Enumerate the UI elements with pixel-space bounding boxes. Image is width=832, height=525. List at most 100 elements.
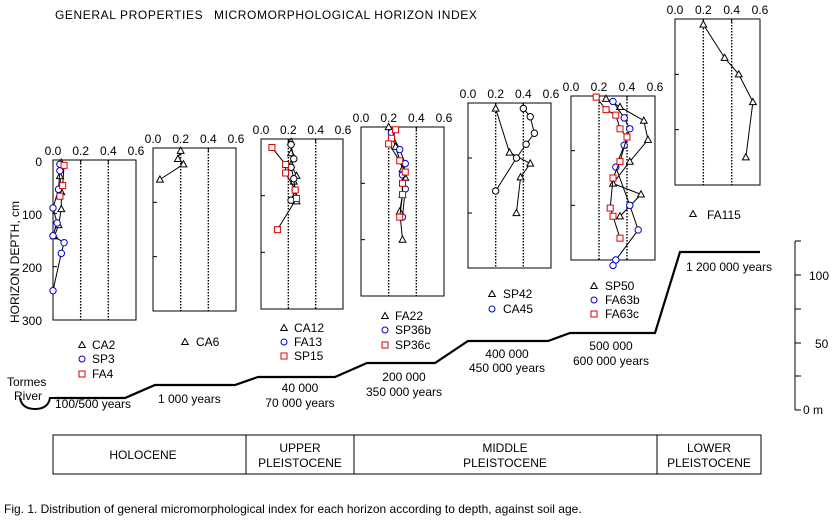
- legend-triangle-marker: [180, 337, 190, 345]
- panel-frame: [260, 138, 344, 310]
- data-point-CA45: [522, 140, 530, 148]
- legend-triangle-marker: [77, 340, 87, 348]
- legend-label: CA6: [196, 335, 220, 349]
- legend-square-marker: [280, 352, 288, 360]
- data-point-FA115: [741, 152, 751, 161]
- x-tick-label: 0.4: [200, 132, 217, 146]
- x-tick-label: 0.4: [307, 123, 324, 137]
- series-line-FA115: [702, 24, 754, 158]
- x-tick-label: 0.0: [563, 80, 580, 94]
- x-tick-label: 0.0: [145, 132, 162, 146]
- x-tick-label: 0.0: [460, 87, 477, 101]
- data-point-CA45: [526, 113, 534, 121]
- period-upper-line-2: PLEISTOCENE: [258, 456, 342, 470]
- data-point-SP3: [49, 232, 57, 240]
- legend-triangle-marker: [380, 311, 390, 319]
- data-point-FA115: [734, 69, 743, 78]
- chart-panel-5: 0.0 0.2 0.4 0.6: [460, 87, 560, 269]
- legend-panel-6: SP50 FA63b FA63c: [605, 279, 640, 321]
- legend-label: FA63c: [605, 307, 639, 321]
- chart-panel-7: 0.0 0.2 0.4 0.6: [667, 3, 769, 186]
- legend-label: FA63b: [605, 293, 640, 307]
- data-point-FA22: [384, 122, 393, 131]
- data-point-SP3: [53, 219, 61, 227]
- x-tick-label: 0.2: [172, 132, 189, 146]
- caption: Fig. 1. Distribution of general micromor…: [4, 502, 582, 516]
- x-tick-label: 0.2: [72, 144, 89, 158]
- legend-circle-marker: [381, 326, 389, 334]
- legend-triangle-marker: [688, 209, 698, 217]
- legend-label: SP3: [92, 352, 115, 366]
- period-upper-line-1: UPPER: [279, 441, 321, 455]
- data-point-FA63b: [609, 97, 617, 106]
- data-point-SP42: [491, 103, 500, 112]
- age-label-3b: 70 000 years: [265, 396, 334, 410]
- data-point-FA63c: [612, 111, 620, 119]
- data-point-CA6: [155, 174, 165, 183]
- legend-triangle-marker: [589, 281, 599, 289]
- data-point-SP36c: [387, 134, 395, 142]
- x-tick-label: 0.0: [667, 3, 684, 17]
- legend-label: SP50: [605, 279, 635, 293]
- data-point-FA63c: [609, 174, 617, 182]
- chart-panel-2: 0.0 0.2 0.4 0.6: [145, 132, 245, 312]
- legend-square-marker: [590, 310, 598, 318]
- legend-markers: [77, 209, 698, 378]
- legend-circle-marker: [590, 296, 598, 304]
- data-point-FA63c: [592, 93, 600, 101]
- data-point-SP42: [526, 158, 535, 167]
- x-tick-label: 0.2: [695, 3, 712, 17]
- elevation-tick-label: 100: [809, 269, 829, 283]
- data-point-FA13: [290, 155, 298, 163]
- data-point-SP50: [615, 211, 625, 220]
- river-channel: [19, 397, 55, 411]
- data-point-SP42: [512, 208, 521, 217]
- data-point-SP50: [639, 115, 649, 124]
- data-point-SP42: [516, 172, 525, 181]
- y-tick-label: 100: [22, 208, 42, 222]
- data-point-FA115: [748, 97, 758, 106]
- legend-label: SP36b: [395, 323, 431, 337]
- data-point-FA13: [290, 174, 298, 183]
- series-line-FA63c: [595, 96, 628, 239]
- x-tick-label: 0.6: [647, 80, 664, 94]
- chart-panel-4: 0.0 0.2 0.4 0.6: [353, 111, 453, 297]
- terrace-profile: [55, 250, 760, 400]
- series-line-CA45: [495, 108, 535, 192]
- age-label-7: 1 200 000 years: [686, 260, 772, 274]
- data-point-SP50: [643, 135, 653, 143]
- data-point-FA13: [287, 140, 295, 149]
- legend-circle-marker: [280, 338, 288, 346]
- data-point-SP50: [625, 156, 635, 165]
- x-tick-label: 0.6: [436, 111, 453, 125]
- x-tick-label: 0.4: [619, 80, 636, 94]
- elevation-tick-label: 50: [815, 337, 829, 351]
- x-tick-label: 0.2: [280, 123, 297, 137]
- chart-panel-6: 0.0 0.2 0.4 0.6: [563, 80, 664, 270]
- y-tick-label: 300: [22, 314, 42, 328]
- data-point-FA63c: [623, 133, 631, 141]
- data-point-SP15: [293, 195, 301, 202]
- data-point-FA63b: [620, 114, 628, 122]
- data-point-SP36c: [392, 126, 400, 134]
- legend-label: FA4: [92, 367, 114, 381]
- period-middle-line-2: PLEISTOCENE: [463, 456, 547, 470]
- age-label-2: 1 000 years: [158, 392, 221, 406]
- data-point-FA4: [60, 161, 68, 169]
- data-point-FA63c: [609, 212, 617, 220]
- series-line-SP50: [605, 98, 649, 217]
- data-point-SP15: [291, 186, 299, 194]
- legend-circle-marker: [488, 305, 496, 313]
- data-point-FA22: [398, 235, 407, 243]
- legend-label: SP42: [503, 287, 533, 301]
- period-lower-line-2: PLEISTOCENE: [667, 456, 751, 470]
- data-point-FA63b: [634, 226, 642, 234]
- legend-label: FA22: [395, 309, 423, 323]
- x-tick-label: 0.0: [253, 123, 270, 137]
- chart-panel-1: 0.0 0.2 0.4 0.6: [45, 144, 145, 321]
- age-label-6a: 500 000: [589, 339, 633, 353]
- data-point-SP3: [49, 204, 57, 212]
- age-label-1: 100/500 years: [55, 397, 131, 411]
- legend-panel-4: FA22 SP36b SP36c: [395, 309, 431, 352]
